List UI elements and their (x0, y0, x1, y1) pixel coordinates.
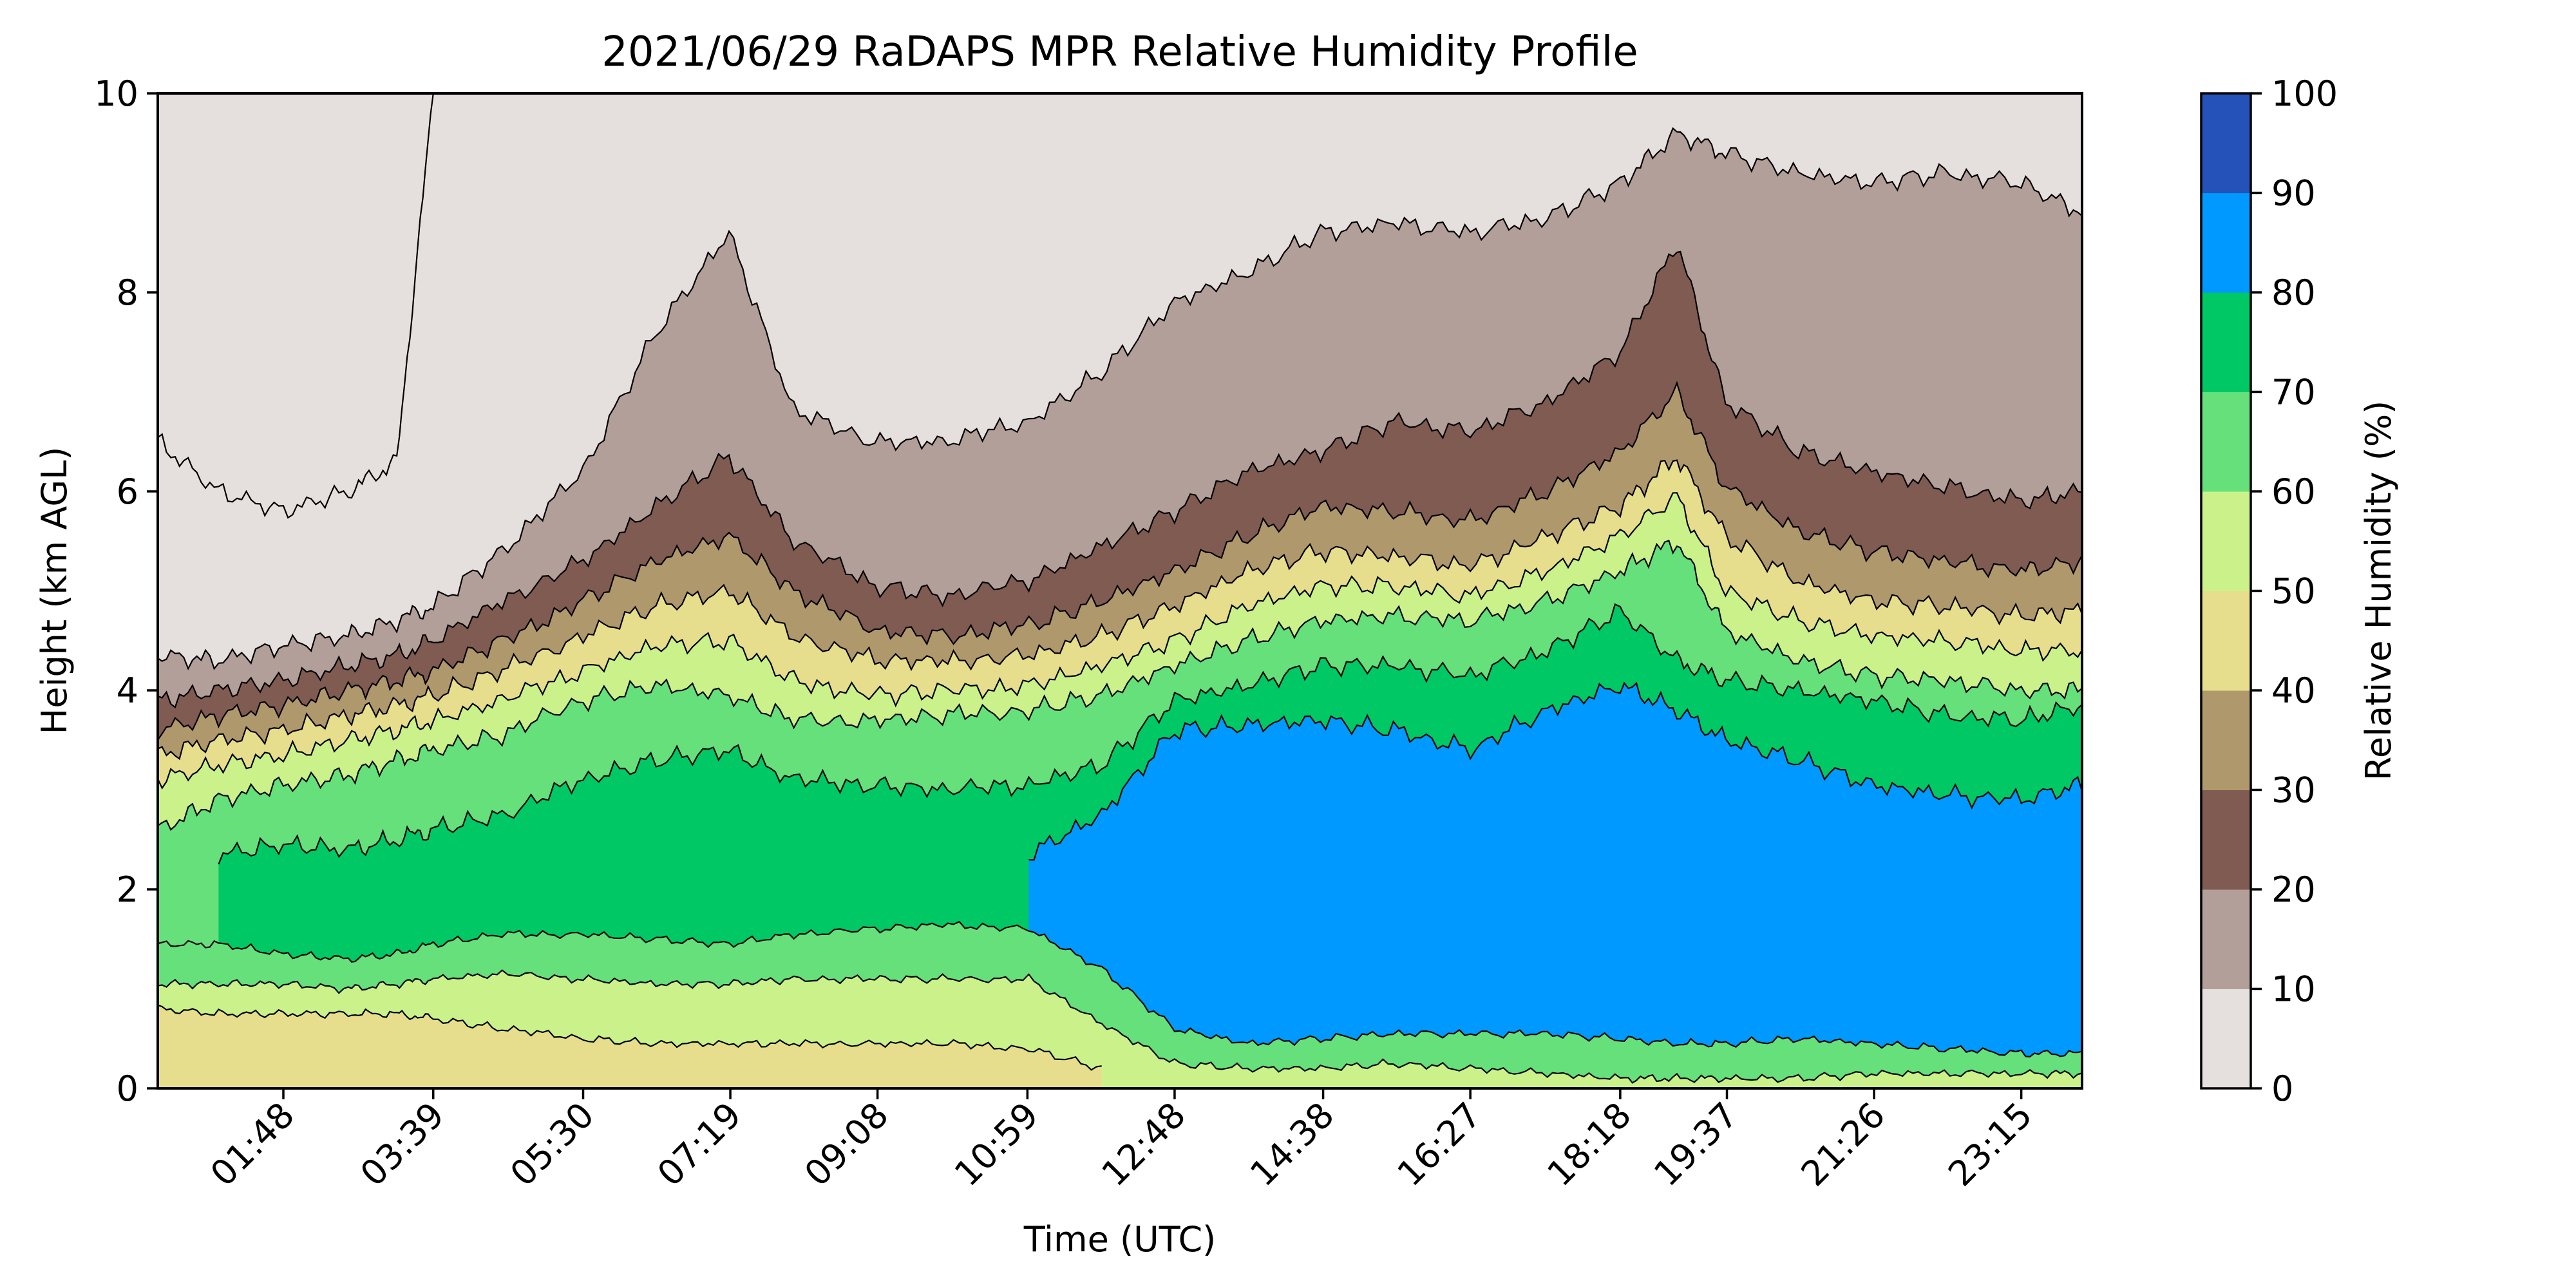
colorbar-tick-label: 20 (2271, 869, 2316, 910)
x-tick-label: 01:48 (203, 1095, 303, 1195)
x-tick-label: 05:30 (502, 1095, 602, 1195)
x-tick-label: 07:19 (650, 1095, 750, 1195)
x-tick-label: 23:15 (1940, 1095, 2040, 1195)
colorbar-swatch-40-50 (2201, 591, 2251, 691)
colorbar-tick-label: 100 (2271, 73, 2338, 114)
rh-band-below-90 (1028, 683, 2082, 1088)
y-tick-label: 2 (117, 869, 138, 910)
x-tick-label: 09:08 (797, 1095, 896, 1195)
colorbar-swatch-30-40 (2201, 690, 2251, 790)
surface-contour-line-60 (158, 969, 2082, 1084)
colorbar-tick-label: 40 (2271, 670, 2316, 711)
y-tick-label: 0 (117, 1068, 138, 1109)
x-tick-label: 21:26 (1794, 1095, 1893, 1195)
colorbar-swatch-90-100 (2201, 93, 2251, 193)
colorbar-tick-label: 90 (2271, 173, 2316, 214)
contour-line-90 (1028, 681, 2082, 861)
surface-band-below-50 (158, 1005, 1102, 1088)
plot-area (156, 92, 2083, 1090)
y-tick-label: 10 (94, 73, 138, 114)
y-axis: 0 2 4 6 8 10 (94, 73, 158, 1109)
colorbar-tick-label: 0 (2271, 1068, 2293, 1109)
contour-lines (158, 93, 2082, 1084)
x-tick-label: 12:48 (1094, 1095, 1194, 1195)
colorbar-swatch-10-20 (2201, 889, 2251, 989)
x-axis: 01:48 03:39 05:30 07:19 09:08 10:59 12:48 14:38… (203, 1088, 2040, 1194)
y-tick-label: 6 (117, 471, 138, 512)
colorbar-swatch-80-90 (2201, 193, 2251, 293)
contour-line-70 (158, 539, 2082, 831)
colorbar-tick-label: 80 (2271, 272, 2316, 313)
x-tick-label: 10:59 (947, 1095, 1046, 1195)
contour-line-60 (158, 492, 2082, 790)
x-axis-label: Time (UTC) (1023, 1219, 1217, 1260)
colorbar-swatch-0-10 (2201, 989, 2251, 1089)
colorbar-swatch-70-80 (2201, 292, 2251, 392)
chart-title: 2021/06/29 RaDAPS MPR Relative Humidity … (601, 28, 1638, 76)
contour-line-30 (158, 251, 2082, 708)
contour-line-50 (158, 459, 2082, 761)
contour-line-40 (158, 381, 2082, 741)
colorbar-tick-label: 10 (2271, 969, 2316, 1010)
x-tick-label: 19:37 (1646, 1095, 1746, 1195)
contour-line-10 (158, 93, 2082, 519)
colorbar-tick-label: 70 (2271, 372, 2316, 413)
colorbar: 0 10 20 30 40 50 60 70 80 90 100 (2200, 73, 2338, 1109)
colorbar-tick-label: 50 (2271, 571, 2316, 612)
colorbar-swatch-60-70 (2201, 392, 2251, 492)
contour-line-20 (158, 127, 2082, 670)
colorbar-label: Relative Humidity (%) (2358, 401, 2399, 781)
contour-line-80 (218, 603, 2082, 865)
colorbar-tick-label: 60 (2271, 471, 2316, 512)
surface-contour-line-70 (158, 920, 2082, 1058)
surface-contour-line-50 (158, 1004, 1102, 1071)
contour-bands (158, 93, 2082, 1088)
x-tick-label: 18:18 (1540, 1095, 1640, 1195)
x-tick-label: 14:38 (1242, 1095, 1342, 1195)
colorbar-swatch-50-60 (2201, 491, 2251, 591)
y-axis-label: Height (km AGL) (34, 447, 75, 735)
colorbar-swatch-20-30 (2201, 790, 2251, 890)
y-tick-label: 4 (117, 670, 138, 711)
x-tick-label: 16:27 (1390, 1095, 1490, 1195)
y-tick-label: 8 (117, 272, 138, 313)
plot-frame (156, 92, 2083, 1090)
x-tick-label: 03:39 (352, 1095, 452, 1195)
colorbar-tick-label: 30 (2271, 770, 2316, 811)
